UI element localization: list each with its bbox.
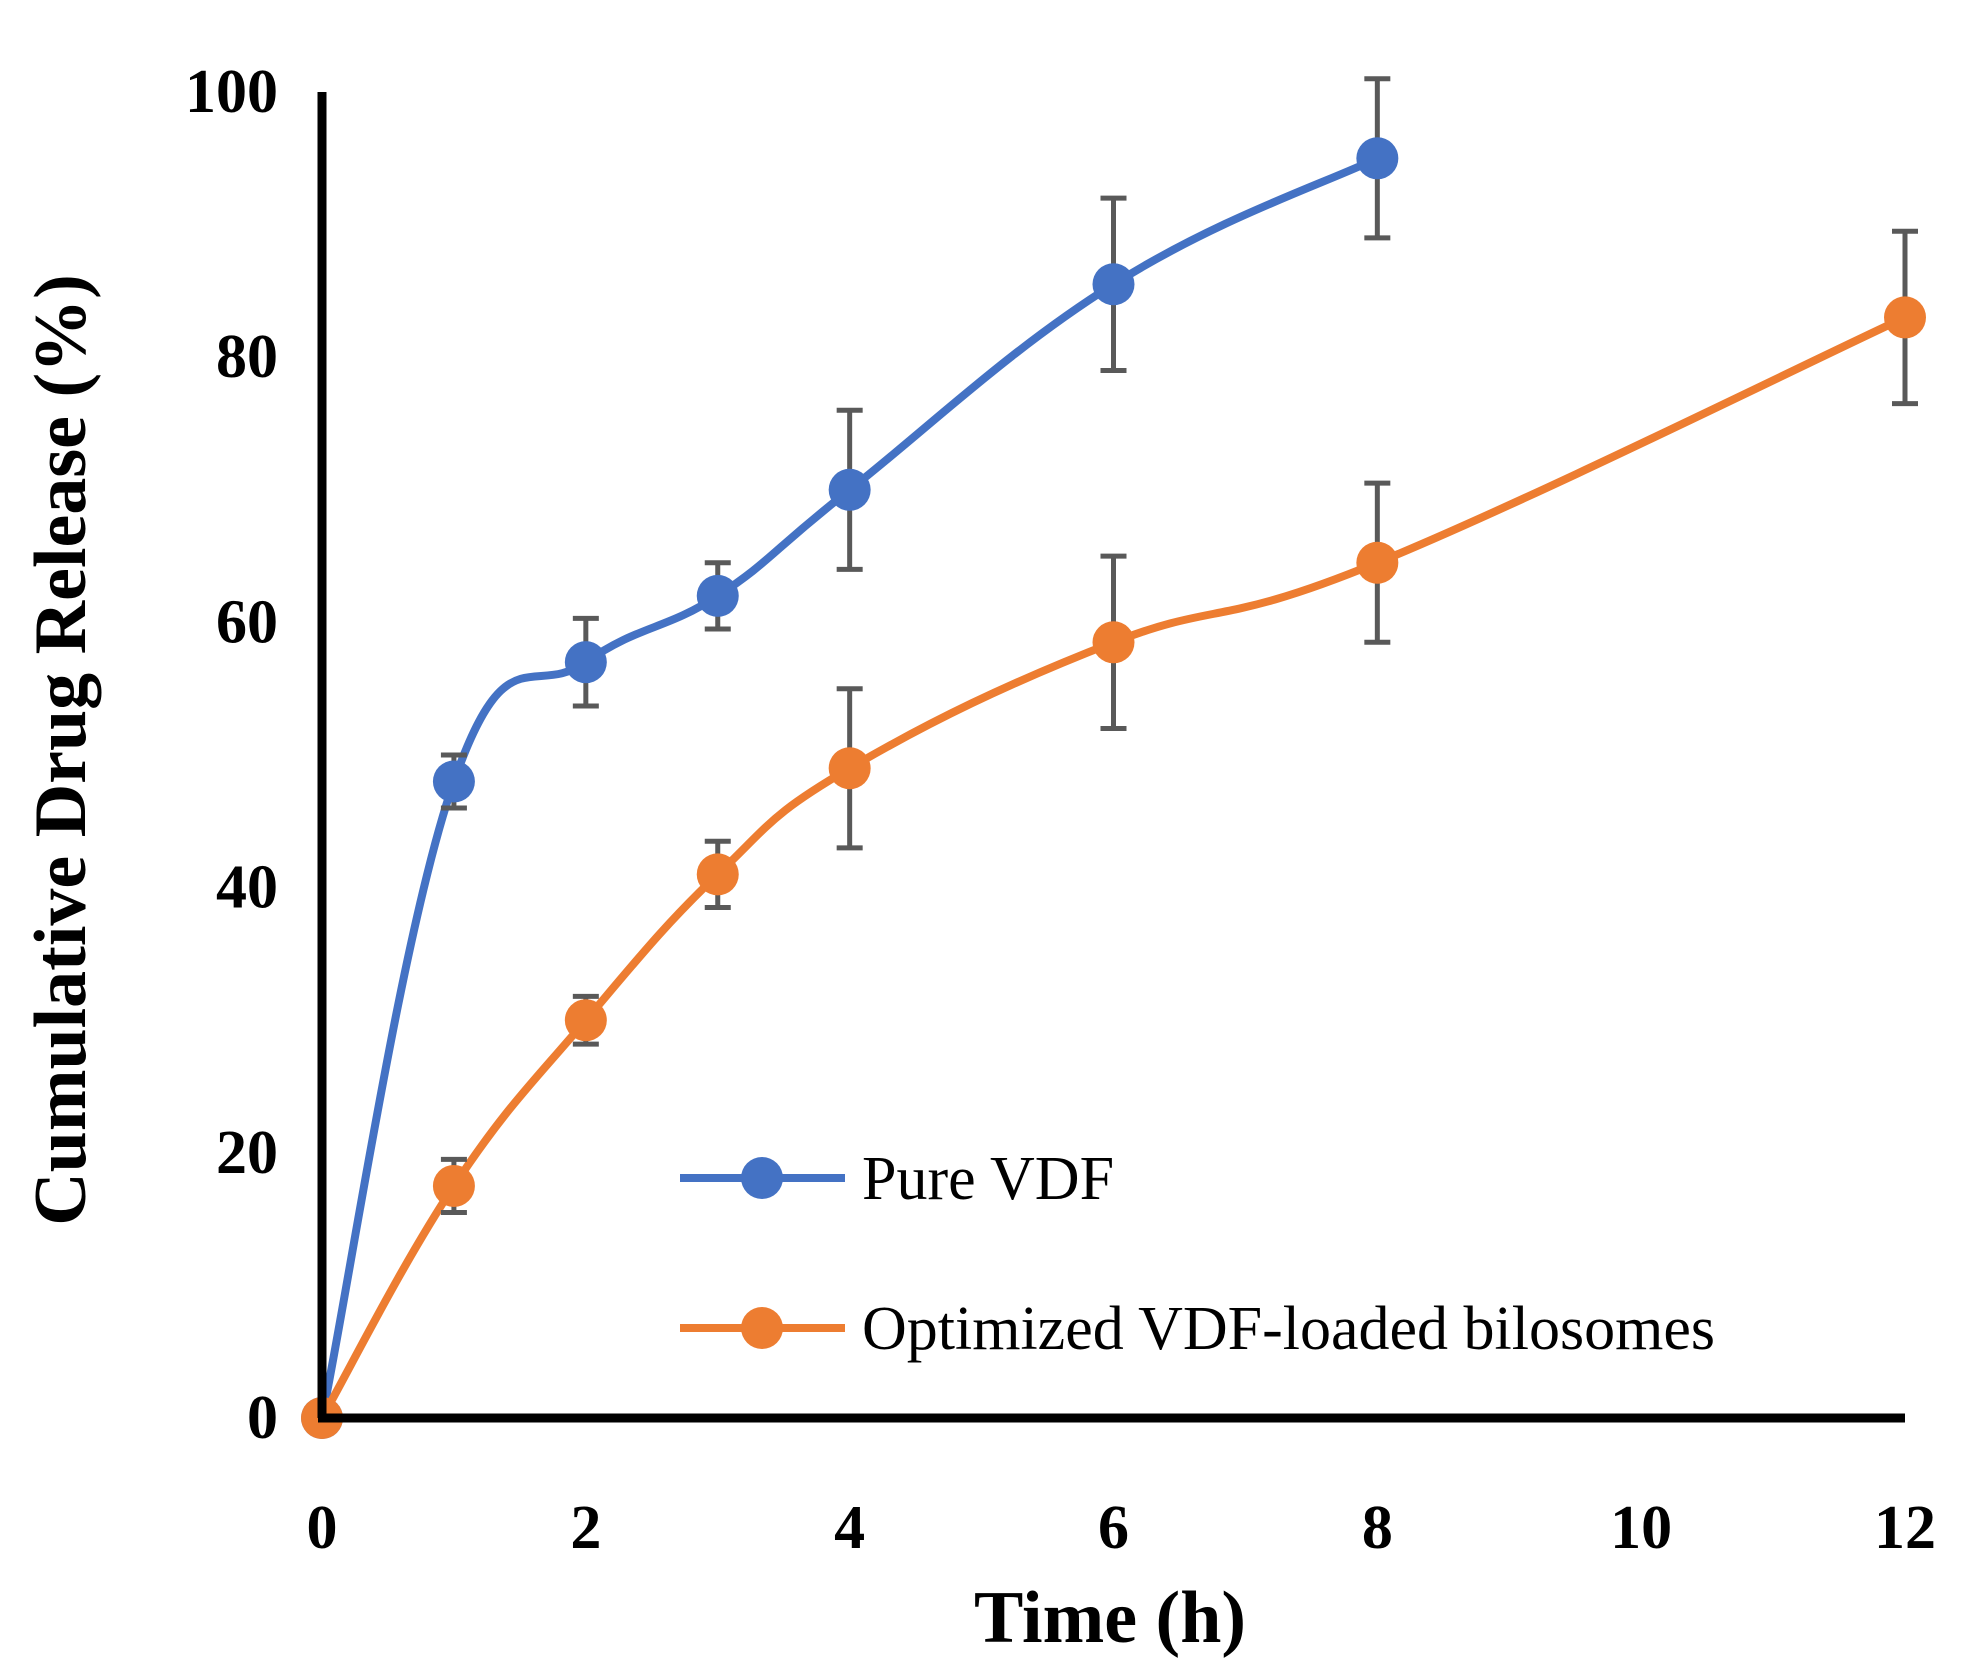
x-tick-label-8: 8 xyxy=(1362,1494,1393,1562)
data-point xyxy=(1356,541,1399,584)
legend-swatch-marker xyxy=(741,1157,783,1199)
data-point xyxy=(1092,621,1135,664)
x-tick-label-4: 4 xyxy=(834,1494,865,1562)
series-line-1 xyxy=(318,313,1909,1422)
y-tick-label-0: 0 xyxy=(247,1384,278,1452)
x-tick-labels: 0 2 4 6 8 10 12 xyxy=(307,1494,1937,1562)
data-point xyxy=(696,853,739,896)
y-tick-label-40: 40 xyxy=(216,854,278,922)
series-0 xyxy=(301,76,1399,1439)
legend-item-1: Optimized VDF-loaded bilosomes xyxy=(680,1295,1715,1363)
x-tick-label-2: 2 xyxy=(570,1494,601,1562)
data-point xyxy=(1092,263,1135,306)
series-layer xyxy=(301,76,1926,1439)
data-point xyxy=(1356,137,1399,180)
x-tick-label-10: 10 xyxy=(1610,1494,1672,1562)
data-point xyxy=(432,760,475,803)
data-point xyxy=(828,468,871,511)
series-1 xyxy=(301,228,1926,1439)
legend-item-0: Pure VDF xyxy=(680,1145,1114,1213)
y-tick-label-80: 80 xyxy=(216,323,278,391)
data-point xyxy=(564,999,607,1042)
data-point xyxy=(828,747,871,790)
x-axis-title: Time (h) xyxy=(974,1577,1246,1659)
legend-label: Optimized VDF-loaded bilosomes xyxy=(862,1295,1715,1363)
y-tick-labels: 0 20 40 60 80 100 xyxy=(185,58,278,1452)
legend-swatch-marker xyxy=(741,1307,783,1349)
legend: Pure VDF Optimized VDF-loaded bilosomes xyxy=(680,1145,1715,1363)
data-point xyxy=(432,1164,475,1207)
y-tick-label-60: 60 xyxy=(216,588,278,656)
y-tick-label-100: 100 xyxy=(185,58,278,126)
data-point xyxy=(564,641,607,684)
data-point xyxy=(1884,296,1926,339)
data-point xyxy=(696,574,739,617)
x-tick-label-12: 12 xyxy=(1874,1494,1936,1562)
y-tick-label-20: 20 xyxy=(216,1119,278,1187)
y-axis-title: Cumulative Drug Release (%) xyxy=(20,274,102,1226)
legend-label: Pure VDF xyxy=(862,1145,1114,1213)
x-tick-label-0: 0 xyxy=(307,1494,338,1562)
x-tick-label-6: 6 xyxy=(1098,1494,1129,1562)
